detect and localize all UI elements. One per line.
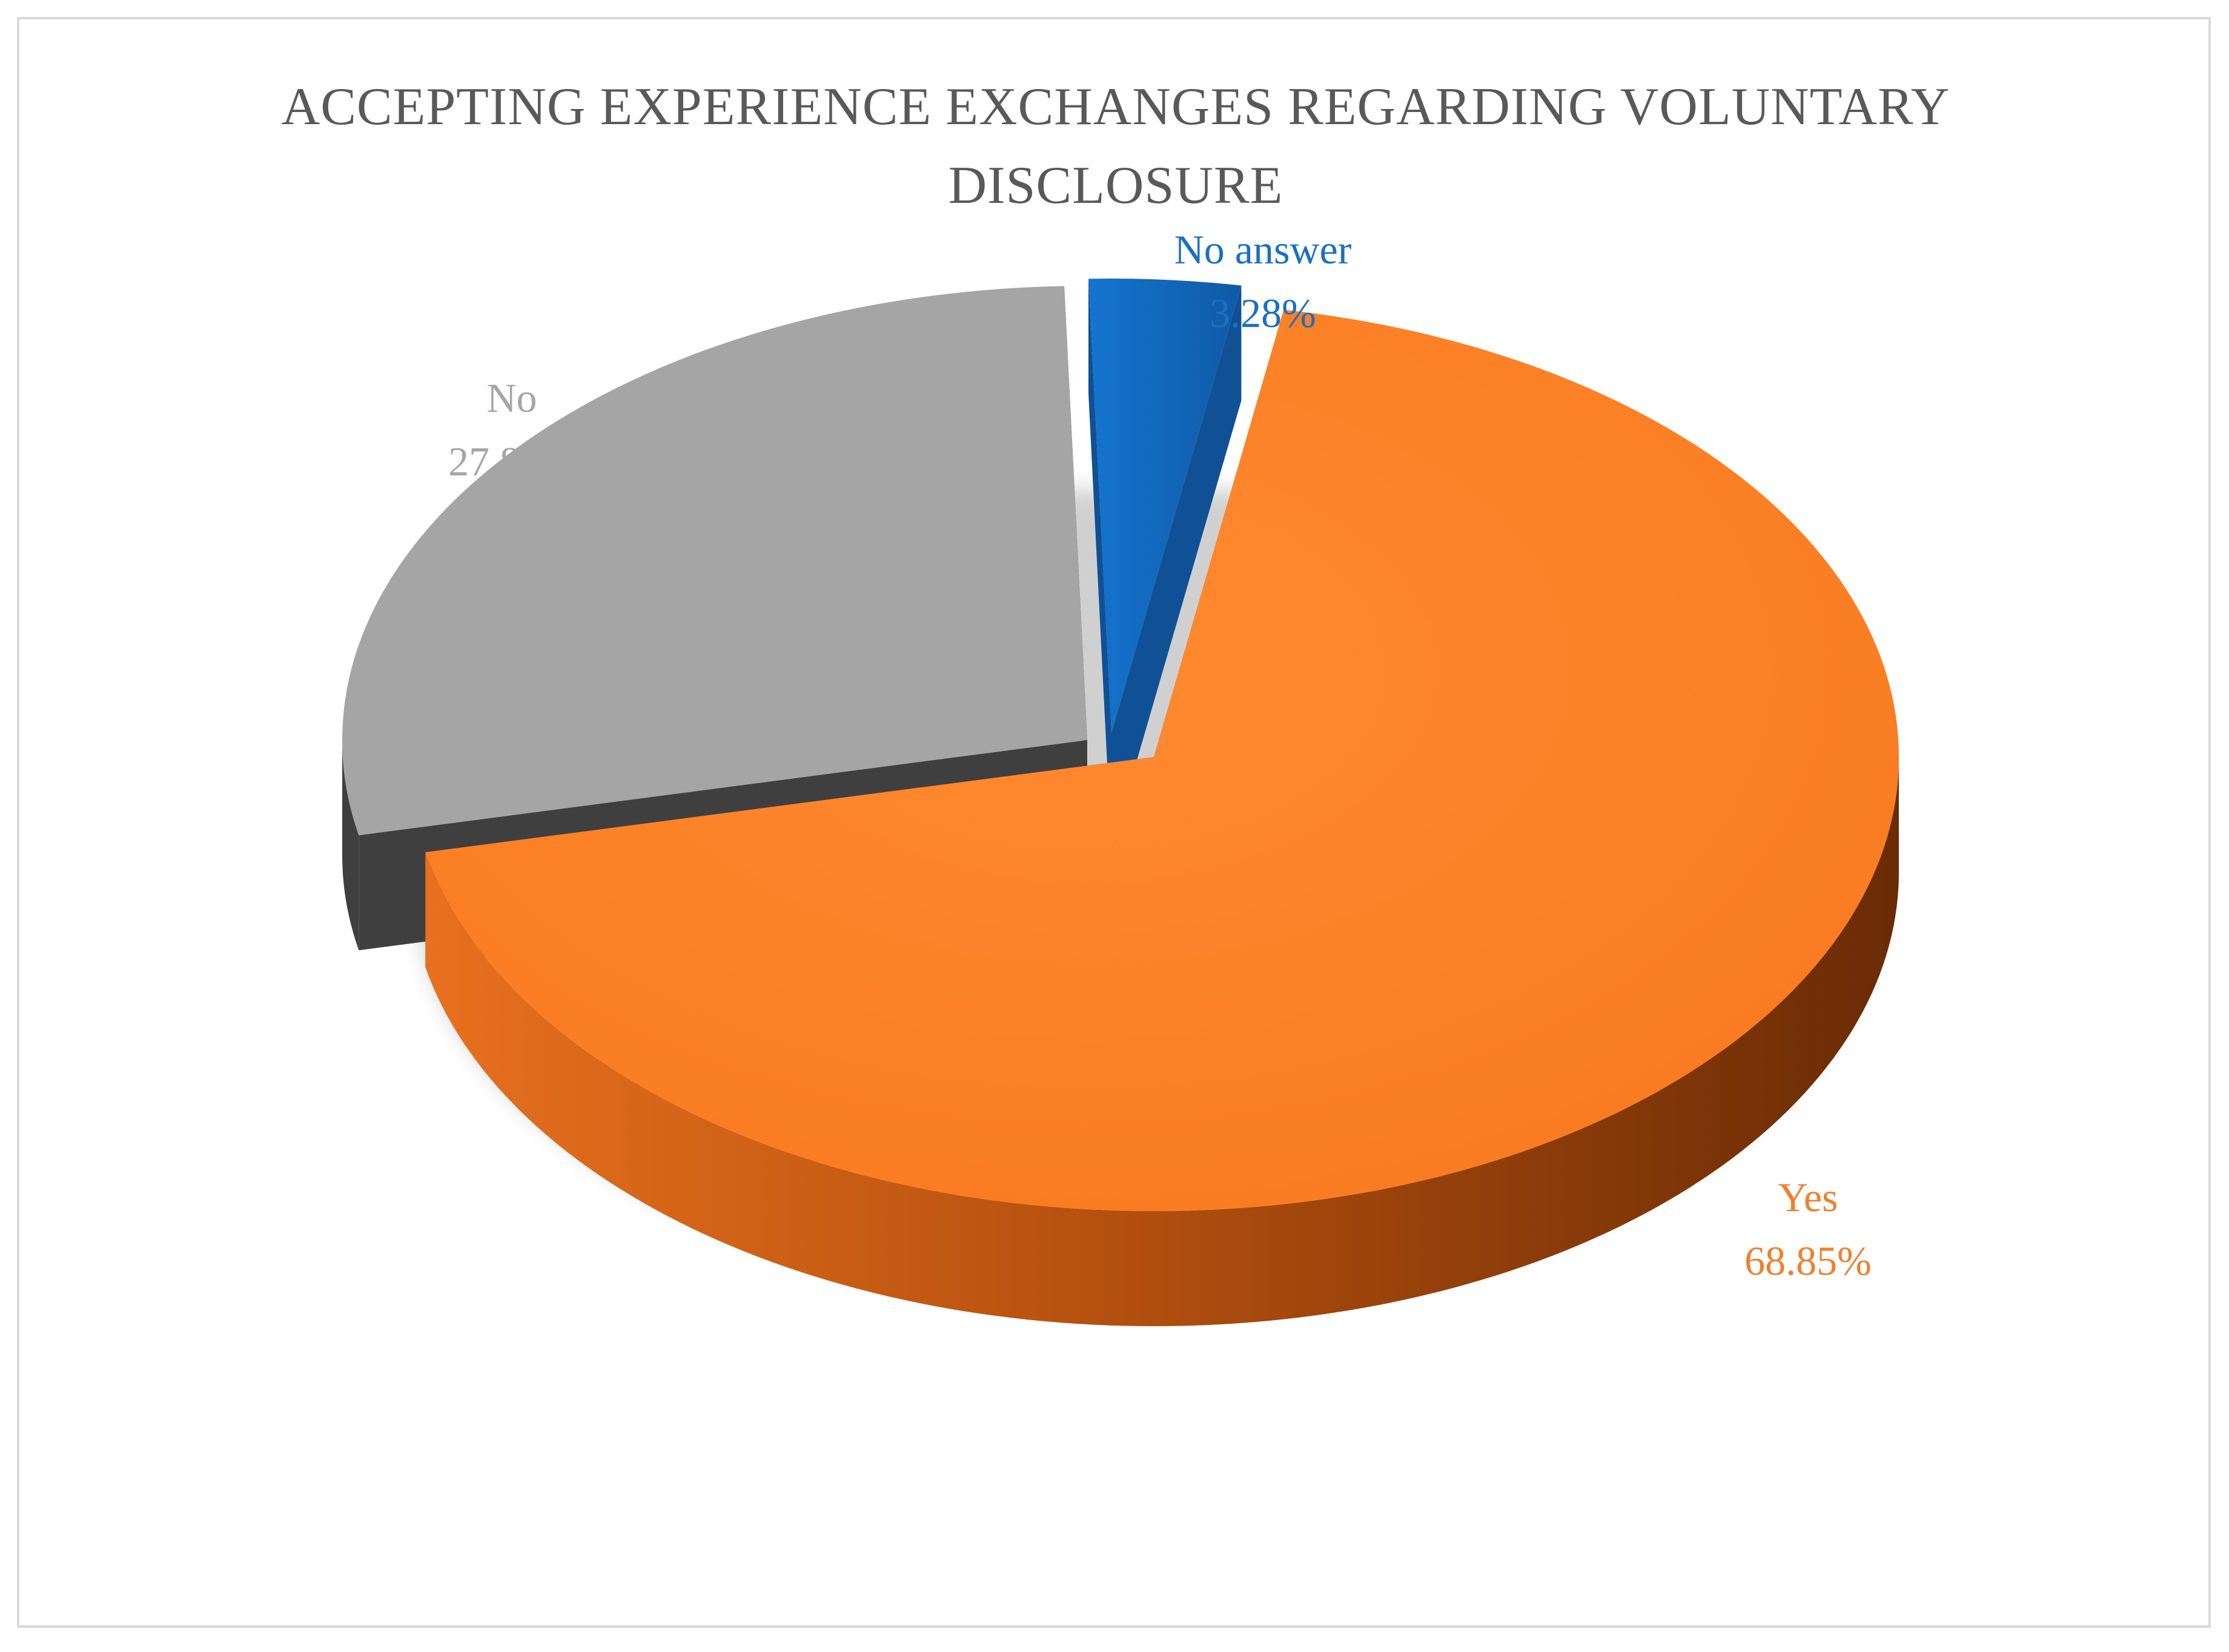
label-yes: Yes 68.85% — [1744, 1174, 1872, 1284]
label-yes-category: Yes — [1778, 1174, 1838, 1220]
label-no: No 27.87% — [448, 375, 575, 484]
label-no-answer-category: No answer — [1174, 226, 1352, 273]
slice-no-answer-top — [1088, 279, 1242, 733]
slice-yes-side — [425, 761, 1899, 1326]
slice-yes — [425, 309, 1899, 1326]
slice-no-answer-wall — [1111, 285, 1242, 848]
label-no-answer: No answer 3.28% — [1174, 226, 1352, 336]
slice-no-top — [342, 286, 1087, 836]
label-group: Yes 68.85% No 27.87% No answer 3.28% — [448, 226, 1872, 1284]
label-yes-value: 68.85% — [1744, 1238, 1872, 1284]
slice-no-answer-wall — [1088, 279, 1111, 848]
chart-title: ACCEPTING EXPERIENCE EXCHANGES REGARDING… — [281, 78, 1950, 215]
slice-yes-top — [425, 309, 1899, 1211]
label-no-answer-value: 3.28% — [1210, 290, 1316, 336]
label-no-value: 27.87% — [448, 438, 575, 484]
slice-no-answer — [1088, 279, 1242, 848]
slice-no-side — [342, 740, 359, 951]
pie-group — [342, 279, 1899, 1326]
label-no-category: No — [486, 375, 537, 421]
